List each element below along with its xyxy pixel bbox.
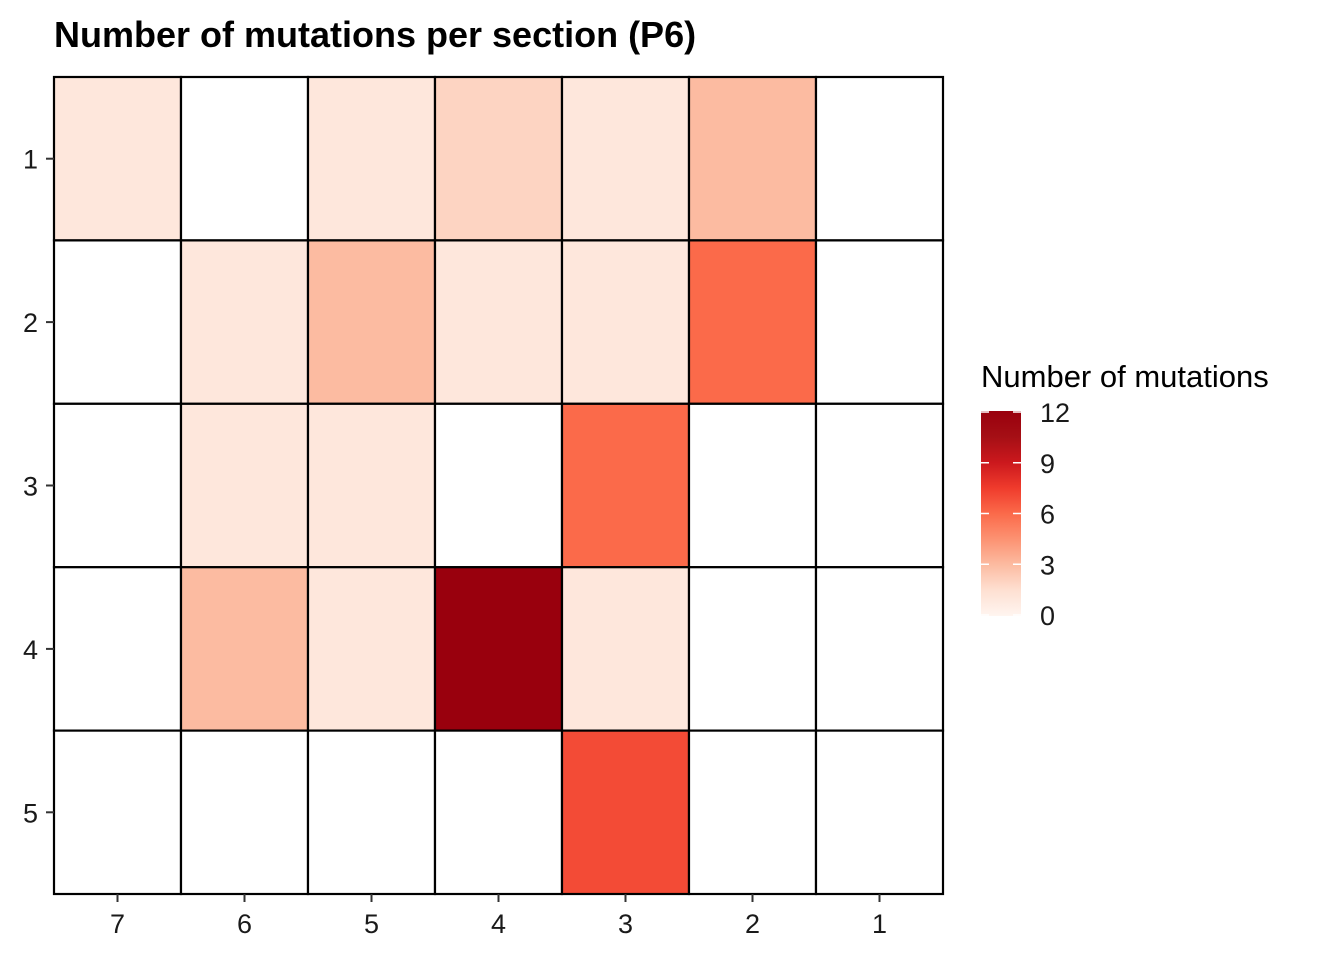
legend-tick-label: 3 — [1040, 550, 1055, 580]
legend-tick-label: 6 — [1040, 500, 1055, 530]
heatmap-cell — [52, 75, 183, 242]
heatmap-cell — [687, 729, 818, 896]
heatmap-cell — [52, 402, 183, 569]
heatmap-cell — [306, 566, 437, 732]
heatmap-cell — [179, 402, 310, 569]
legend-tick-label: 12 — [1040, 398, 1070, 428]
heatmap-cell — [687, 239, 818, 405]
legend-title: Number of mutations — [981, 359, 1269, 394]
heatmap-cell — [306, 729, 437, 896]
heatmap-cell — [179, 566, 310, 732]
x-tick-label: 3 — [618, 909, 633, 939]
y-tick-label: 2 — [23, 308, 38, 338]
heatmap-cell — [52, 729, 183, 896]
heatmap-cell — [687, 75, 818, 242]
heatmap-cell — [560, 729, 691, 896]
legend-tick-label: 0 — [1040, 601, 1055, 631]
heatmap-cell — [179, 729, 310, 896]
heatmap-cell — [306, 75, 437, 242]
y-tick-label: 4 — [23, 635, 38, 665]
axes: 7 6 5 4 3 2 1 1 2 3 4 5 — [23, 77, 943, 939]
heatmap-cell — [814, 566, 945, 732]
heatmap-cell — [814, 402, 945, 569]
heatmap-cell — [306, 402, 437, 569]
heatmap-cell — [306, 239, 437, 405]
heatmap-cell — [814, 729, 945, 896]
x-tick-label: 6 — [237, 909, 252, 939]
heatmap-cell — [179, 239, 310, 405]
heatmap-cell — [52, 239, 183, 405]
y-tick-label: 3 — [23, 472, 38, 502]
heatmap-cell — [560, 75, 691, 242]
color-legend: Number of mutations 0 3 6 9 12 — [981, 359, 1269, 631]
y-tick-label: 1 — [23, 145, 38, 175]
heatmap-cells — [52, 75, 945, 896]
heatmap-cell — [560, 239, 691, 405]
heatmap-cell — [179, 75, 310, 242]
heatmap-cell — [814, 239, 945, 405]
x-tick-label: 5 — [364, 909, 379, 939]
x-tick-label: 4 — [491, 909, 506, 939]
y-tick-label: 5 — [23, 798, 38, 828]
x-tick-label: 7 — [110, 909, 125, 939]
legend-tick-label: 9 — [1040, 449, 1055, 479]
heatmap-cell — [814, 75, 945, 242]
x-tick-label: 1 — [872, 909, 887, 939]
heatmap-cell — [433, 239, 564, 405]
heatmap-cell — [433, 75, 564, 242]
heatmap-cell — [560, 566, 691, 732]
heatmap-cell — [433, 566, 564, 732]
heatmap-cell — [52, 566, 183, 732]
chart-title: Number of mutations per section (P6) — [54, 14, 697, 55]
heatmap-cell — [687, 566, 818, 732]
heatmap-cell — [433, 729, 564, 896]
heatmap-cell — [560, 402, 691, 569]
x-tick-label: 2 — [745, 909, 760, 939]
heatmap-cell — [433, 402, 564, 569]
heatmap-cell — [687, 402, 818, 569]
